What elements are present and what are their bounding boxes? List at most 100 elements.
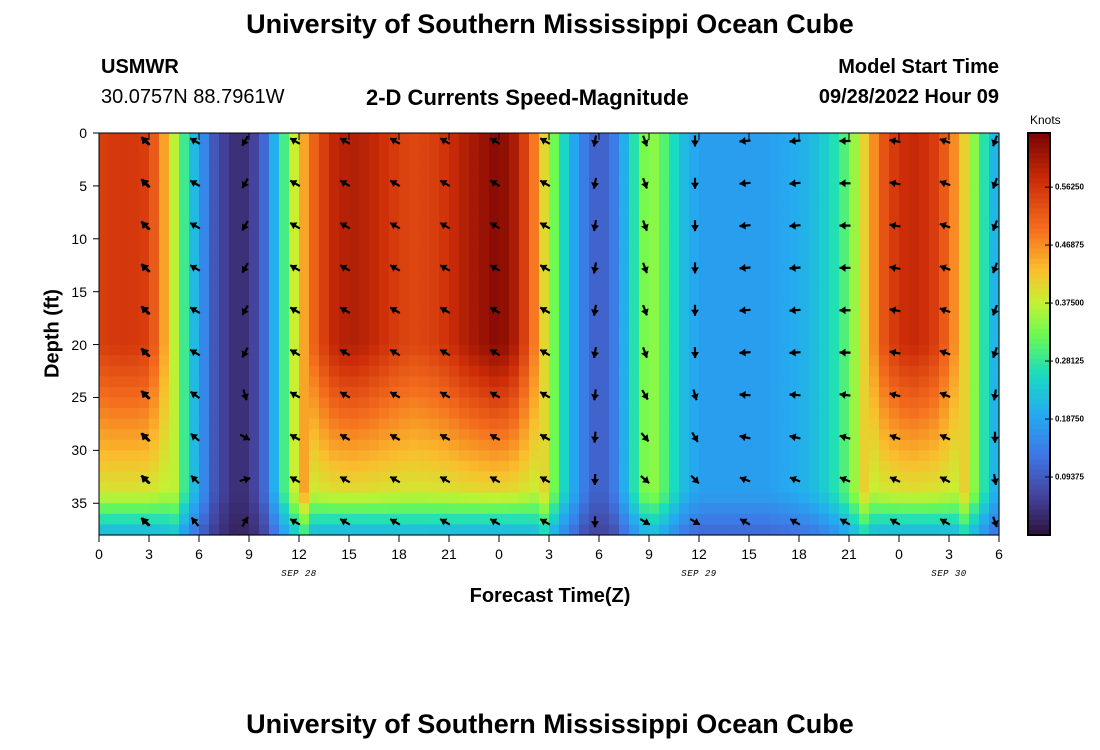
heatmap-cell [829,429,840,441]
heatmap-cell [139,439,150,451]
heatmap-cell [639,238,650,250]
heatmap-cell [929,397,940,409]
heatmap-cell [449,482,460,494]
heatmap-cell [279,312,290,325]
heatmap-cell [189,196,200,208]
heatmap-cell [909,482,920,494]
heatmap-cell [429,228,440,240]
heatmap-cell [259,492,270,504]
heatmap-cell [319,397,330,409]
heatmap-cell [759,450,770,462]
heatmap-cell [849,175,860,187]
heatmap-cell [499,397,510,409]
heatmap-cell [369,450,380,462]
heatmap-cell [229,175,240,187]
heatmap-cell [799,429,810,441]
heatmap-cell [989,376,1000,388]
heatmap-cell [969,259,980,272]
heatmap-cell [99,365,110,377]
heatmap-cell [519,513,530,526]
heatmap-cell [559,376,570,388]
heatmap-cell [549,133,560,145]
heatmap-cell [569,450,580,462]
heatmap-cell [649,397,660,409]
heatmap-cell [679,154,690,166]
current-vector-head [540,222,548,230]
heatmap-cell [219,408,230,420]
heatmap-cell [389,323,400,335]
heatmap-cell [169,397,180,409]
heatmap-cell [939,397,950,409]
heatmap-cell [739,450,750,462]
heatmap-cell [899,492,910,504]
heatmap-cell [199,334,210,346]
heatmap-cell [679,281,690,293]
heatmap-cell [929,482,940,494]
heatmap-cell [939,281,950,293]
heatmap-cell [859,386,870,399]
heatmap-cell [829,365,840,377]
heatmap-cell [359,249,370,261]
heatmap-cell [929,334,940,346]
colorbar-cell [1028,208,1050,215]
heatmap-cell [399,344,410,356]
heatmap-cell [249,228,260,240]
x-tick-label: 18 [391,546,407,562]
heatmap-cell [119,238,130,250]
heatmap-cell [129,312,140,325]
current-vector-head [840,518,848,526]
current-vector-head [789,137,796,145]
heatmap-cell [869,154,880,166]
heatmap-cell [539,143,550,155]
heatmap-cell [919,228,930,240]
heatmap-cell [589,228,600,240]
heatmap-cell [239,365,250,377]
heatmap-cell [669,418,680,430]
heatmap-cell [669,429,680,441]
heatmap-cell [919,408,930,420]
heatmap-cell [519,429,530,441]
heatmap-cell [219,471,230,483]
heatmap-cell [409,482,420,494]
heatmap-cell [599,482,610,494]
heatmap-cell [99,281,110,293]
heatmap-cell [429,365,440,377]
current-vector-head [390,476,398,484]
heatmap-cell [899,281,910,293]
heatmap-cell [429,196,440,208]
heatmap-cell [159,503,170,515]
heatmap-cell [859,503,870,515]
heatmap-cell [859,249,870,261]
heatmap-cell [189,323,200,335]
heatmap-cell [389,376,400,388]
heatmap-cell [489,143,500,155]
heatmap-cell [559,207,570,219]
heatmap-cell [759,281,770,293]
heatmap-cell [229,291,240,303]
heatmap-cell [749,408,760,420]
heatmap-cell [169,228,180,240]
heatmap-cell [689,196,700,208]
heatmap-cell [709,365,720,377]
heatmap-cell [609,217,620,229]
heatmap-cell [269,334,280,346]
heatmap-cell [109,228,120,240]
heatmap-cell [699,249,710,261]
heatmap-cell [849,450,860,462]
heatmap-cell [99,196,110,208]
heatmap-cell [459,323,470,335]
heatmap-cell [519,259,530,272]
heatmap-cell [99,482,110,494]
current-vector-head [691,476,699,484]
current-vector-head [641,434,649,442]
current-vector-head [839,179,846,188]
heatmap-cell [729,312,740,325]
heatmap-cell [379,217,390,229]
heatmap-cell [119,503,130,515]
heatmap-cell [549,397,560,409]
heatmap-cell [449,471,460,483]
heatmap-cell [399,154,410,166]
heatmap-cell [609,207,620,219]
heatmap-cell [589,524,600,536]
heatmap-cell [799,524,810,536]
